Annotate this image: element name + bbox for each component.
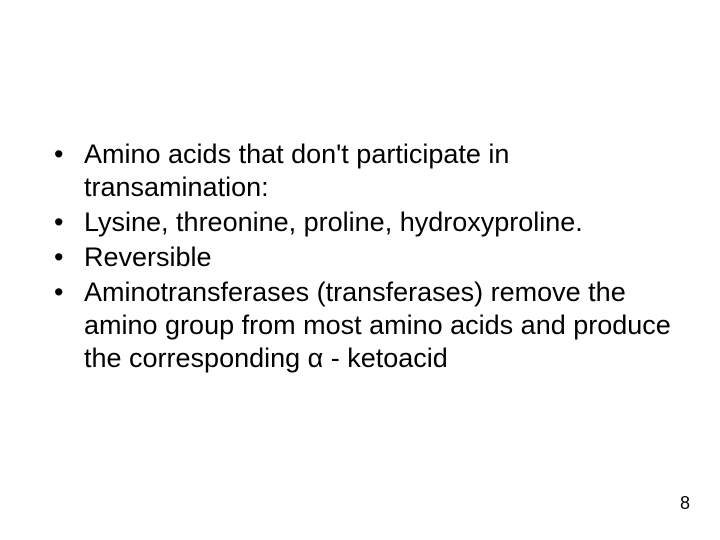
content-area: Amino acids that don't participate in tr… bbox=[48, 138, 678, 377]
list-item: Amino acids that don't participate in tr… bbox=[48, 138, 678, 204]
list-item: Reversible bbox=[48, 241, 678, 274]
slide-container: Amino acids that don't participate in tr… bbox=[0, 0, 720, 540]
bullet-list: Amino acids that don't participate in tr… bbox=[48, 138, 678, 375]
list-item: Aminotransferases (transferases) remove … bbox=[48, 276, 678, 375]
list-item: Lysine, threonine, proline, hydroxyproli… bbox=[48, 206, 678, 239]
page-number: 8 bbox=[680, 493, 690, 514]
